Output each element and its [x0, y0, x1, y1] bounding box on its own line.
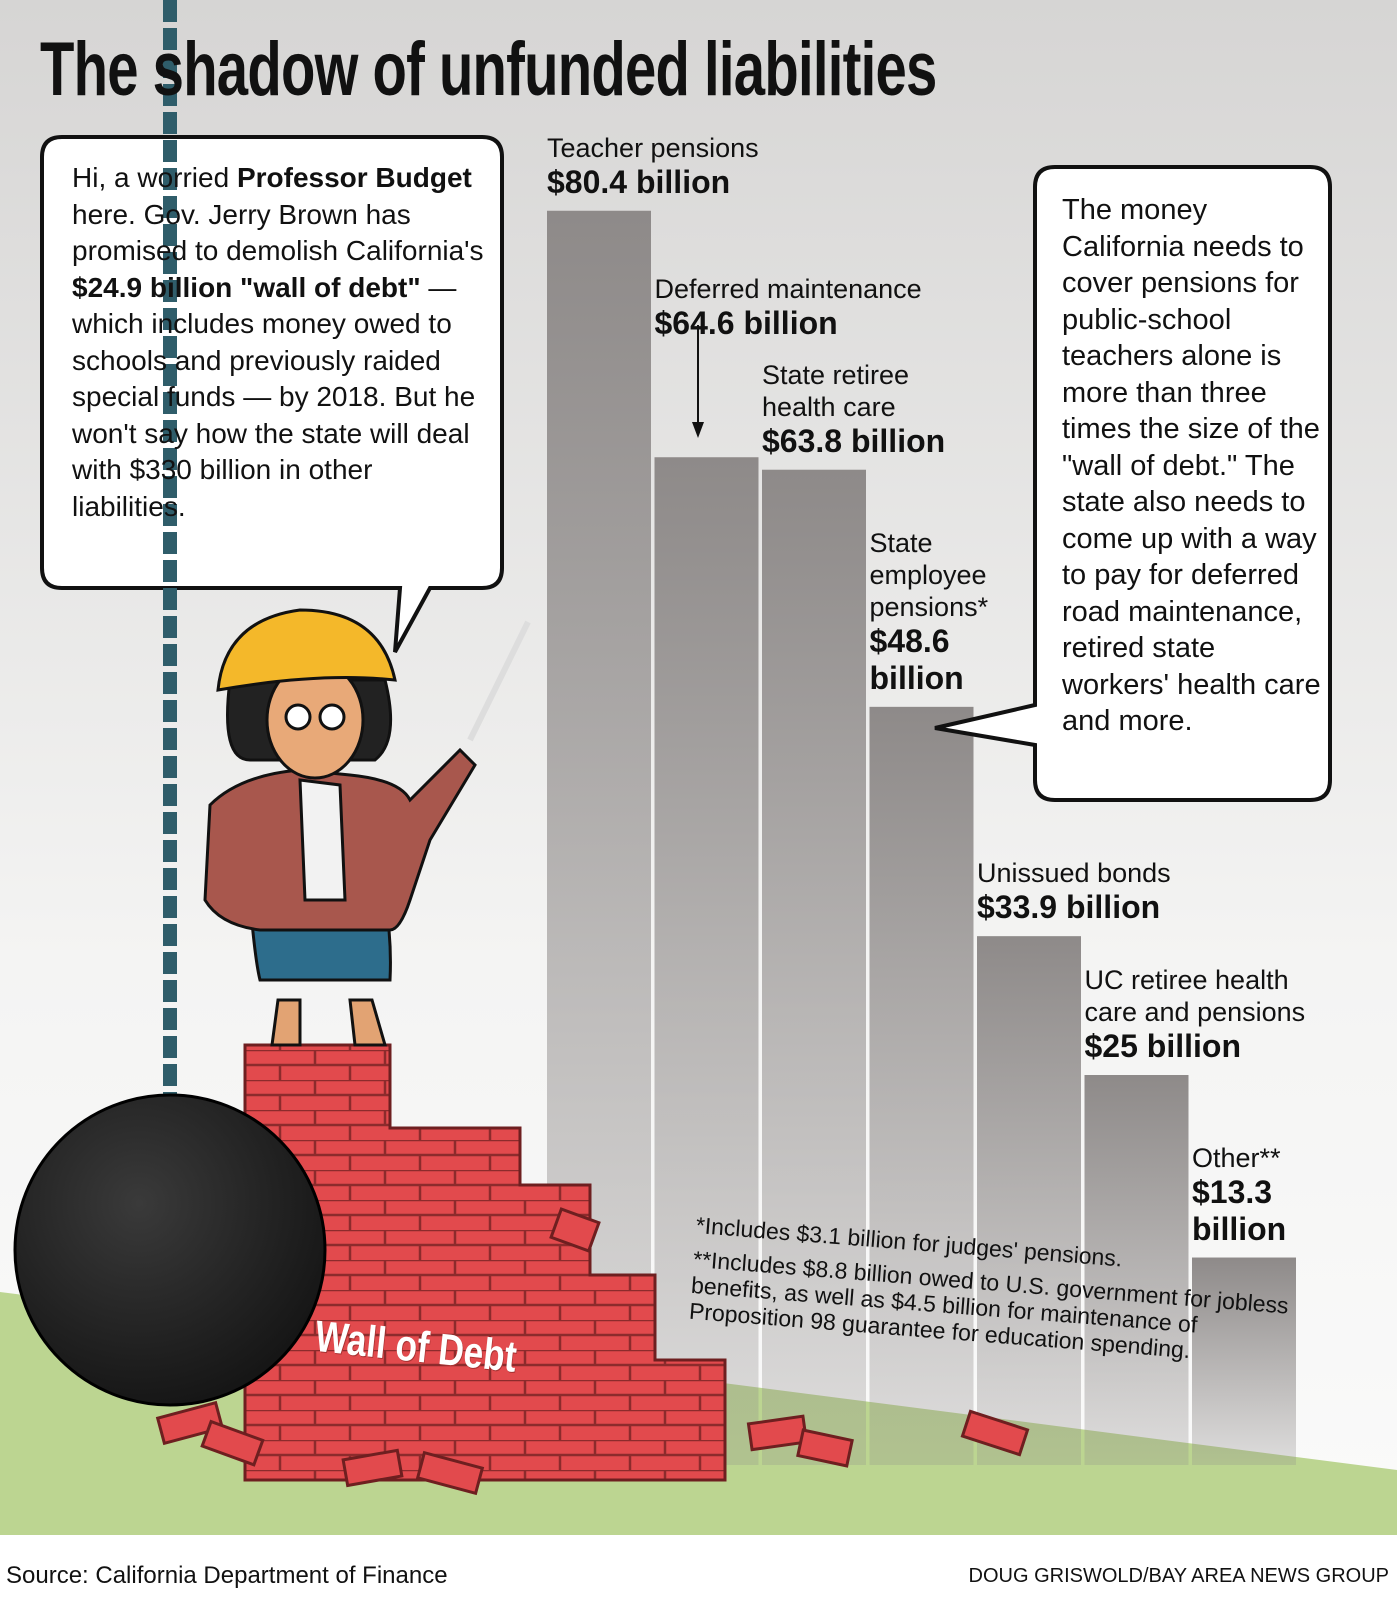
value-label: $33.9 billion	[977, 889, 1161, 926]
bar	[977, 936, 1081, 1465]
value-label: $63.8 billion	[762, 422, 946, 459]
chart-title: The shadow of unfunded liabilities	[40, 27, 937, 112]
speech-run: here. Gov. Jerry Brown has promised to d…	[72, 198, 484, 267]
brick-wall	[243, 1043, 727, 1482]
loose-bricks	[155, 1207, 1030, 1496]
bar	[762, 469, 866, 1466]
category-label: Teacher pensions	[547, 132, 759, 163]
professor	[203, 608, 531, 1047]
category-label: State retiree health care	[762, 359, 910, 422]
source: Source: California Department of Finance	[6, 1562, 448, 1589]
bar-label: Teacher pensions $80.4 billion	[547, 132, 787, 201]
speech-run: $24.9 billion "wall of debt"	[72, 271, 421, 303]
pointer-arrow-head	[692, 422, 704, 438]
bar	[869, 706, 974, 1465]
callout-text: The money California needs to cover pens…	[1062, 194, 1321, 737]
speech-text: Hi, a worried Professor Budget here. Gov…	[72, 160, 492, 525]
bar-label: State retiree health care $63.8 billion	[762, 359, 962, 460]
credit: DOUG GRISWOLD/BAY AREA NEWS GROUP	[968, 1565, 1389, 1587]
category-label: Other**	[1192, 1142, 1281, 1173]
value-label: $64.6 billion	[654, 305, 838, 342]
callout-bubble	[934, 165, 1332, 802]
bar-label: State employee pensions* $48.6 billion	[870, 527, 1010, 697]
bar-label: UC retiree health care and pensions $25 b…	[1085, 964, 1325, 1065]
bar-label: Unissued bonds $33.9 billion	[977, 857, 1197, 926]
category-label: Unissued bonds	[977, 858, 1171, 889]
bar-label: Deferred maintenance $64.6 billion	[655, 273, 955, 342]
speech-run: Professor Budget	[236, 162, 472, 193]
speech-bubble	[40, 135, 504, 653]
category-label: State employee pensions*	[869, 527, 989, 622]
footer-band	[0, 1535, 1397, 1600]
category-label: UC retiree health care and pensions	[1084, 965, 1306, 1027]
value-label: $48.6 billion	[869, 622, 964, 696]
category-label: Deferred maintenance	[654, 274, 922, 305]
bar	[654, 457, 759, 1465]
speech-run: — which includes money owed to schools a…	[72, 271, 476, 522]
value-label: $80.4 billion	[547, 163, 731, 200]
speech-run: Hi, a worried	[72, 162, 237, 193]
wrecking-ball	[13, 1093, 327, 1407]
bar	[1084, 1075, 1189, 1465]
value-label: $13.3 billion	[1192, 1173, 1287, 1247]
bar-label: Other** $13.3 billion	[1192, 1142, 1302, 1248]
value-label: $25 billion	[1084, 1028, 1241, 1064]
bar	[1192, 1257, 1296, 1465]
